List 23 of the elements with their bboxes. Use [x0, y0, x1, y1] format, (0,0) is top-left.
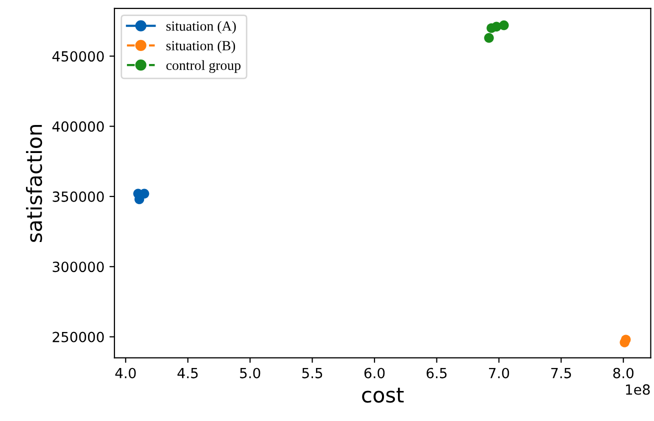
point: [484, 33, 494, 43]
point: [499, 20, 509, 30]
x-tick-label: 7.0: [489, 368, 510, 378]
x-tick-label: 7.5: [551, 368, 571, 378]
y-tick-label: 450000: [52, 51, 104, 62]
y-tick-label: 400000: [52, 121, 104, 132]
x-tick-label: 8.0: [613, 368, 634, 378]
x-tick-label: 4.5: [177, 368, 198, 378]
legend-label: control group: [166, 60, 241, 73]
legend-label: situation (B): [166, 40, 236, 54]
x-tick-label: 5.0: [240, 368, 260, 378]
y-axis-title: satisfaction: [26, 124, 42, 242]
x-tick-label: 6.5: [426, 368, 447, 378]
x-tick-label: 6.0: [364, 368, 385, 378]
point: [620, 334, 631, 344]
legend-label: situation (A): [166, 21, 236, 34]
x-axis-title: cost: [362, 388, 404, 403]
x-tick-label: 4.0: [115, 368, 136, 378]
y-tick-label: 350000: [52, 191, 104, 202]
y-tick-label: 300000: [52, 262, 104, 272]
text: 1e8: [626, 384, 650, 395]
x-tick-label: 5.5: [302, 368, 322, 378]
y-tick-label: 250000: [52, 332, 104, 342]
